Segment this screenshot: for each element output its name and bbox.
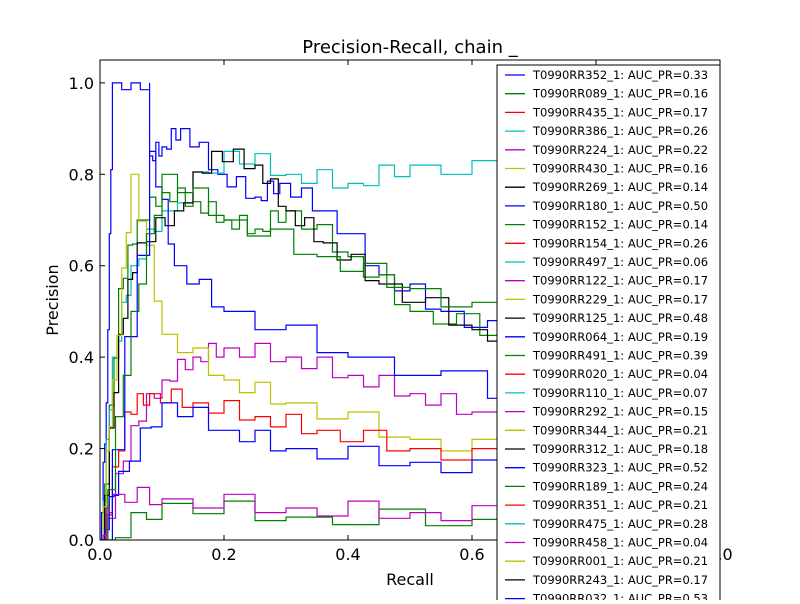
y-tick-label: 1.0 (69, 74, 94, 93)
legend-entry: T0990RR497_1: AUC_PR=0.06 (532, 255, 708, 269)
legend-entry: T0990RR032_1: AUC_PR=0.53 (532, 592, 708, 600)
legend-entry: T0990RR435_1: AUC_PR=0.17 (532, 105, 708, 119)
legend-entry: T0990RR180_1: AUC_PR=0.50 (532, 199, 708, 213)
legend-entry: T0990RR312_1: AUC_PR=0.18 (532, 442, 708, 456)
chart-title: Precision-Recall, chain _ (302, 37, 518, 58)
legend-entry: T0990RR110_1: AUC_PR=0.07 (532, 386, 708, 400)
legend-entry: T0990RR243_1: AUC_PR=0.17 (532, 573, 708, 587)
legend-entry: T0990RR458_1: AUC_PR=0.04 (532, 536, 708, 550)
legend-box (496, 64, 721, 604)
legend-entry: T0990RR064_1: AUC_PR=0.19 (532, 330, 708, 344)
legend-entry: T0990RR189_1: AUC_PR=0.24 (532, 479, 708, 493)
y-tick-label: 0.6 (69, 257, 94, 276)
x-tick-label: 0.0 (87, 545, 112, 564)
y-axis-label: Precision (43, 264, 62, 335)
pr-curve-4 (100, 148, 535, 540)
legend-entry: T0990RR020_1: AUC_PR=0.04 (532, 367, 708, 381)
y-tick-label: 0.0 (69, 531, 94, 550)
x-tick-label: 0.4 (335, 545, 360, 564)
legend-entry: T0990RR430_1: AUC_PR=0.16 (532, 162, 708, 176)
legend-entry: T0990RR344_1: AUC_PR=0.21 (532, 423, 708, 437)
y-tick-label: 0.8 (69, 165, 94, 184)
legend-entry: T0990RR224_1: AUC_PR=0.22 (532, 143, 708, 157)
legend-entry: T0990RR125_1: AUC_PR=0.48 (532, 311, 708, 325)
legend-entry: T0990RR229_1: AUC_PR=0.17 (532, 292, 708, 306)
pr-curve-5 (100, 342, 597, 540)
x-axis-label: Recall (386, 570, 434, 589)
legend-entry: T0990RR122_1: AUC_PR=0.17 (532, 274, 708, 288)
legend-entry: T0990RR323_1: AUC_PR=0.52 (532, 461, 708, 475)
y-tick-label: 0.4 (69, 348, 94, 367)
legend-entry: T0990RR351_1: AUC_PR=0.21 (532, 498, 708, 512)
legend-entry: T0990RR089_1: AUC_PR=0.16 (532, 87, 708, 101)
x-tick-label: 0.6 (459, 545, 484, 564)
legend-entry: T0990RR352_1: AUC_PR=0.33 (532, 68, 708, 82)
legend-entry: T0990RR269_1: AUC_PR=0.14 (532, 180, 708, 194)
legend-entry: T0990RR152_1: AUC_PR=0.14 (532, 218, 708, 232)
legend-entry: T0990RR491_1: AUC_PR=0.39 (532, 349, 708, 363)
legend-entry: T0990RR001_1: AUC_PR=0.21 (532, 554, 708, 568)
legend: T0990RR352_1: AUC_PR=0.33 T0990RR089_1: A… (496, 64, 721, 604)
legend-entry: T0990RR475_1: AUC_PR=0.28 (532, 517, 708, 531)
legend-entry: T0990RR292_1: AUC_PR=0.15 (532, 405, 708, 419)
legend-entry: T0990RR154_1: AUC_PR=0.26 (532, 236, 708, 250)
x-tick-label: 0.2 (211, 545, 236, 564)
legend-entry: T0990RR386_1: AUC_PR=0.26 (532, 124, 708, 138)
y-tick-label: 0.2 (69, 440, 94, 459)
pr-curve-2 (100, 187, 720, 540)
